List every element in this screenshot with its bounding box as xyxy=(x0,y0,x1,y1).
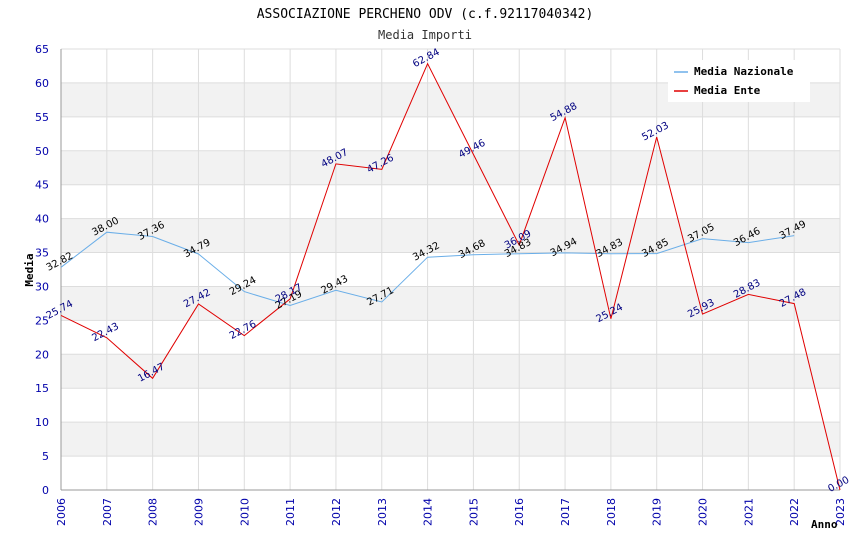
x-axis-label: Anno xyxy=(811,518,838,531)
x-tick-label: 2016 xyxy=(513,498,526,526)
plot-band xyxy=(61,354,840,389)
x-tick-label: 2020 xyxy=(697,498,710,526)
y-tick-label: 10 xyxy=(35,416,49,429)
data-label: 22.43 xyxy=(90,321,120,344)
series-lines xyxy=(60,62,841,491)
plot-band xyxy=(61,150,840,185)
x-tick-label: 2022 xyxy=(788,498,801,526)
data-label: 0.00 xyxy=(826,475,850,495)
y-axis-label: Media xyxy=(23,253,36,286)
y-tick-label: 25 xyxy=(35,314,49,327)
legend: Media Nazionale Media Ente xyxy=(668,60,810,102)
x-tick-label: 2012 xyxy=(330,498,343,526)
legend-label-media-nazionale: Media Nazionale xyxy=(694,65,794,78)
y-tick-label: 30 xyxy=(35,280,49,293)
y-tick-label: 45 xyxy=(35,179,49,192)
y-tick-label: 40 xyxy=(35,213,49,226)
y-tick-label: 65 xyxy=(35,43,49,56)
data-label: 32.82 xyxy=(45,251,75,274)
y-tick-labels: 0 5 10 15 20 25 30 35 40 45 50 55 60 65 xyxy=(35,43,49,497)
y-tick-label: 50 xyxy=(35,145,49,158)
series-line-media-nazionale xyxy=(60,231,795,307)
x-tick-label: 2010 xyxy=(238,498,251,526)
legend-box xyxy=(668,60,810,102)
plot-band xyxy=(61,422,840,457)
x-tick-label: 2019 xyxy=(651,498,664,526)
x-tick-label: 2011 xyxy=(284,498,297,526)
legend-label-media-ente: Media Ente xyxy=(694,84,761,97)
y-tick-label: 20 xyxy=(35,348,49,361)
chart-subtitle: Media Importi xyxy=(378,28,472,42)
series-line-media-ente xyxy=(60,62,841,491)
x-tick-label: 2017 xyxy=(559,498,572,526)
plot-band xyxy=(61,218,840,253)
x-tick-label: 2023 xyxy=(834,498,847,526)
y-tick-label: 35 xyxy=(35,247,49,260)
x-tick-label: 2021 xyxy=(742,498,755,526)
x-tick-label: 2008 xyxy=(147,498,160,526)
plot-background-bands xyxy=(61,82,840,457)
data-label: 22.76 xyxy=(228,319,258,342)
x-tick-label: 2009 xyxy=(192,498,205,526)
x-tick-label: 2014 xyxy=(422,498,435,526)
x-tick-label: 2015 xyxy=(467,498,480,526)
y-tick-label: 15 xyxy=(35,382,49,395)
x-tick-label: 2018 xyxy=(605,498,618,526)
chart-title: ASSOCIAZIONE PERCHENO ODV (c.f.921170403… xyxy=(257,7,594,22)
x-tick-labels: 2006 2007 2008 2009 2010 2011 2012 2013 2014 2015… xyxy=(55,498,847,526)
y-tick-label: 55 xyxy=(35,111,49,124)
x-tick-label: 2006 xyxy=(55,498,68,526)
x-tick-label: 2007 xyxy=(101,498,114,526)
y-tick-label: 0 xyxy=(42,484,49,497)
plot-band xyxy=(61,286,840,321)
x-tick-label: 2013 xyxy=(376,498,389,526)
y-tick-label: 5 xyxy=(42,450,49,463)
y-tick-label: 60 xyxy=(35,77,49,90)
